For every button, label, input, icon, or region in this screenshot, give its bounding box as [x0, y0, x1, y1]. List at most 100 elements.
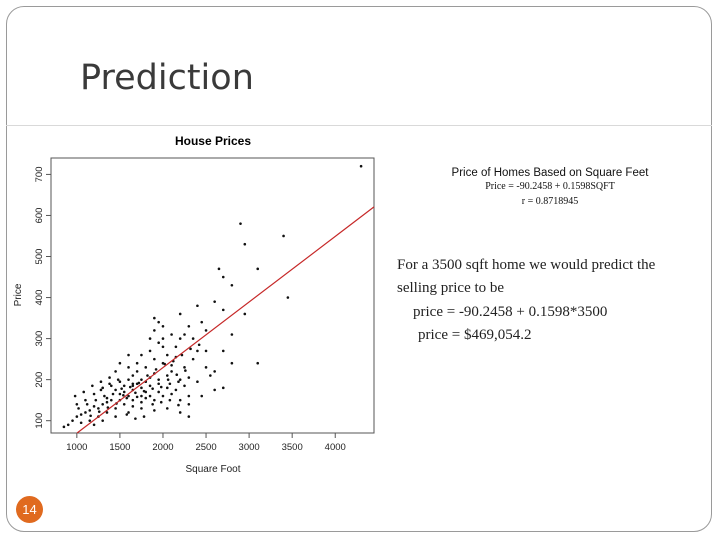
data-point	[140, 353, 143, 357]
data-point	[183, 384, 186, 388]
x-tick-label: 2000	[152, 442, 173, 453]
data-point	[221, 308, 225, 312]
data-point	[187, 324, 191, 328]
data-point	[122, 402, 126, 406]
data-point	[196, 304, 199, 308]
panel-heading: Price of Homes Based on Square Feet	[451, 167, 649, 179]
data-point	[153, 398, 156, 402]
data-point	[170, 333, 173, 336]
prediction-result: price = $469,054.2	[418, 326, 532, 343]
data-point	[230, 333, 234, 336]
data-point	[127, 411, 130, 414]
data-point	[128, 385, 132, 389]
data-point	[183, 333, 186, 336]
data-point	[99, 388, 103, 392]
data-point	[153, 329, 156, 332]
x-axis-label: Square Foot	[185, 464, 240, 475]
data-point	[161, 324, 165, 328]
data-point	[116, 378, 120, 381]
data-point	[230, 283, 234, 287]
correlation-value: r = 0.8718945	[521, 196, 579, 207]
data-point	[183, 366, 186, 369]
data-point	[170, 370, 173, 373]
data-points	[62, 164, 363, 429]
data-point	[187, 415, 191, 418]
data-point	[243, 312, 247, 316]
data-point	[161, 394, 165, 398]
data-point	[135, 361, 139, 365]
data-point	[77, 407, 80, 410]
data-point	[230, 361, 234, 365]
data-point	[148, 349, 152, 353]
data-point	[142, 389, 146, 393]
data-point	[170, 363, 173, 367]
data-point	[125, 413, 129, 416]
data-point	[148, 337, 152, 340]
data-point	[359, 164, 363, 168]
data-point	[165, 407, 169, 410]
data-point	[127, 378, 130, 381]
data-point	[84, 411, 87, 414]
data-point	[213, 370, 216, 373]
data-point	[187, 402, 191, 406]
data-point	[66, 423, 70, 427]
data-point	[140, 400, 143, 404]
prediction-formula: price = -90.2458 + 0.1598*3500	[413, 303, 608, 320]
data-point	[213, 300, 216, 303]
x-tick-label: 3000	[239, 442, 260, 453]
data-point	[122, 384, 126, 388]
data-point	[221, 386, 225, 390]
data-point	[239, 222, 242, 225]
y-tick-label: 200	[34, 372, 45, 388]
data-point	[166, 378, 170, 381]
data-point	[109, 398, 113, 402]
data-point	[174, 388, 178, 392]
y-tick-label: 400	[34, 290, 45, 306]
data-point	[191, 357, 195, 361]
data-point	[125, 396, 129, 400]
data-point	[165, 374, 169, 377]
data-point	[108, 376, 111, 379]
data-point	[114, 370, 117, 373]
data-point	[153, 357, 156, 361]
data-point	[105, 396, 109, 400]
data-point	[88, 419, 92, 422]
y-tick-label: 100	[34, 413, 45, 429]
data-point	[84, 398, 87, 402]
plot-frame	[50, 157, 375, 434]
data-point	[200, 394, 204, 398]
data-point	[79, 421, 83, 425]
title-divider	[6, 125, 712, 126]
data-point	[243, 242, 247, 246]
data-point	[196, 349, 199, 353]
regression-line	[76, 206, 375, 434]
data-point	[142, 415, 146, 418]
data-point	[103, 394, 106, 398]
data-point	[168, 398, 172, 402]
data-point	[221, 275, 225, 279]
data-point	[157, 390, 160, 394]
data-point	[204, 349, 208, 353]
prediction-line-2: selling price to be	[397, 280, 505, 297]
data-point	[191, 337, 195, 340]
data-point	[200, 320, 204, 324]
x-tick-label: 3500	[282, 442, 303, 453]
data-point	[256, 267, 260, 271]
data-point	[159, 385, 163, 389]
data-point	[92, 405, 96, 408]
data-point	[134, 391, 137, 395]
data-point	[146, 374, 149, 377]
data-point	[114, 415, 117, 418]
data-point	[161, 345, 165, 349]
data-point	[151, 402, 154, 406]
data-point	[221, 349, 225, 353]
data-point	[82, 390, 86, 394]
data-point	[91, 384, 94, 388]
prediction-line-1: For a 3500 sqft home we would predict th…	[397, 257, 656, 273]
data-point	[286, 296, 290, 299]
data-point	[159, 400, 163, 404]
data-point	[127, 394, 130, 398]
data-point	[197, 343, 201, 347]
data-point	[154, 368, 158, 371]
data-point	[101, 419, 104, 422]
